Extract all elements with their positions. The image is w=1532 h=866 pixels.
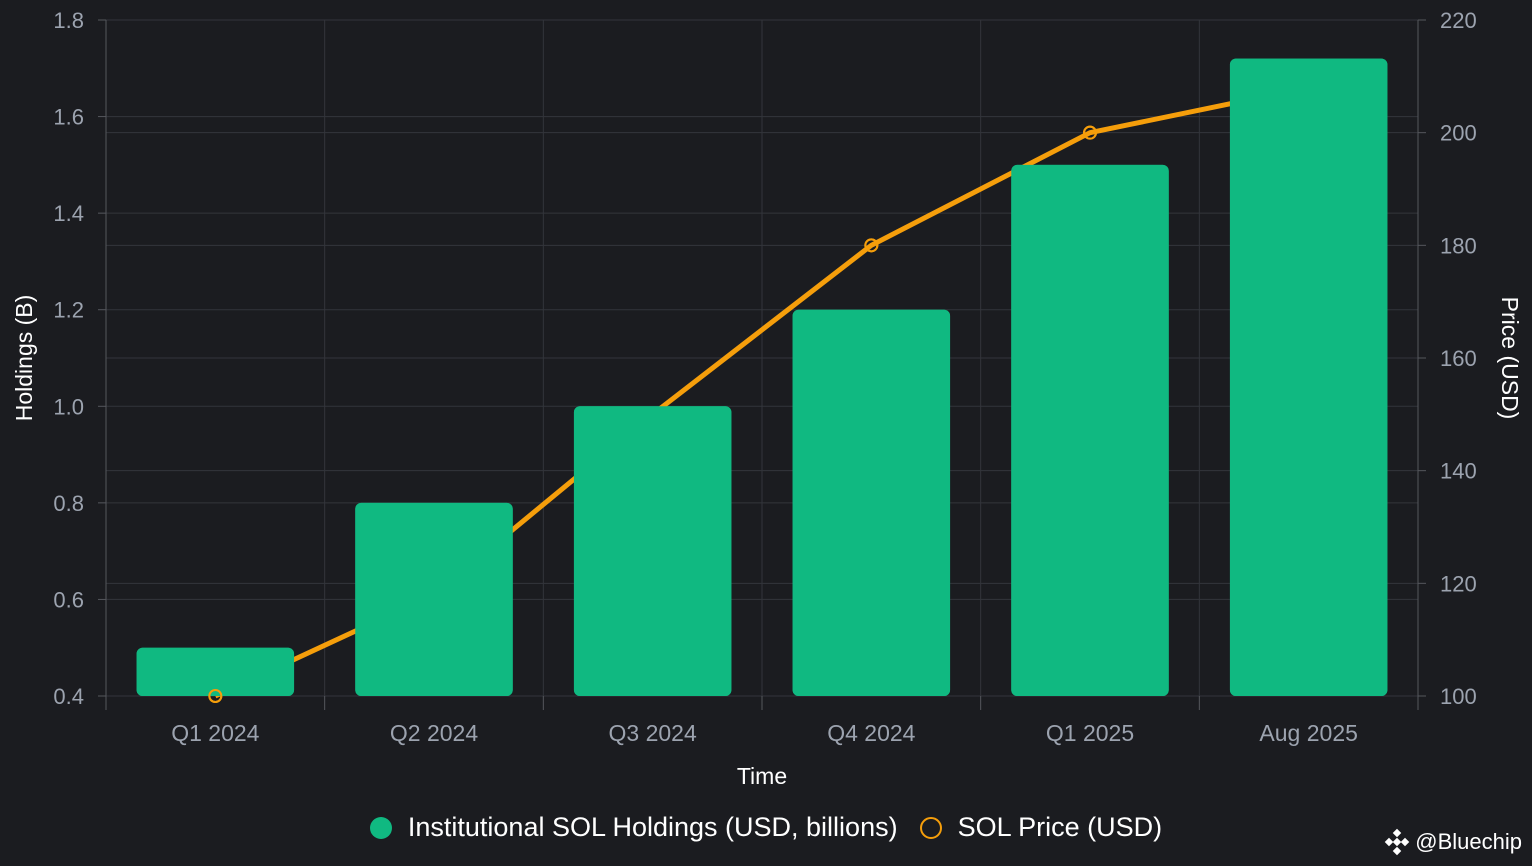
legend-swatch-line xyxy=(919,816,942,839)
legend-item-price[interactable]: SOL Price (USD) xyxy=(919,812,1163,843)
diamond-logo-icon xyxy=(1385,828,1410,856)
x-axis-title: Time xyxy=(737,763,787,789)
legend-label-price: SOL Price (USD) xyxy=(957,812,1163,842)
bar-overlay xyxy=(355,502,513,696)
watermark-text: @Bluechip xyxy=(1415,829,1522,854)
watermark: @Bluechip xyxy=(1383,828,1522,856)
legend-label-holdings: Institutional SOL Holdings (USD, billion… xyxy=(407,812,898,842)
combo-chart: 0.4 0.6 0.8 1.0 1.2 1.4 1.6 1.8 100 120 140 160 180 2… xyxy=(11,8,1523,789)
legend-item-holdings[interactable]: Institutional SOL Holdings (USD, billion… xyxy=(369,812,898,843)
bar-overlay xyxy=(1229,58,1388,697)
y2-tick-label: 180 xyxy=(1440,233,1477,258)
y-tick-label: 1.8 xyxy=(53,8,84,33)
y2-tick-label: 120 xyxy=(1440,571,1477,596)
y2-tick-label: 100 xyxy=(1440,684,1477,709)
y2-tick-label: 140 xyxy=(1440,459,1477,484)
y-tick-label: 1.2 xyxy=(53,298,84,323)
x-tick-label: Q1 2024 xyxy=(171,720,259,746)
y-axis-title: Holdings (B) xyxy=(11,295,37,422)
y2-axis-title: Price (USD) xyxy=(1497,297,1523,420)
x-tick-label: Q4 2024 xyxy=(827,720,915,746)
price-point-first xyxy=(208,689,223,703)
x-tick-label: Q3 2024 xyxy=(609,720,697,746)
x-tick-label: Q2 2024 xyxy=(390,720,478,746)
y-tick-label: 0.4 xyxy=(53,684,84,709)
bar-overlay xyxy=(1011,164,1169,696)
x-tick-label: Q1 2025 xyxy=(1046,720,1134,746)
y-tick-label: 0.8 xyxy=(53,491,84,516)
y-tick-label: 0.6 xyxy=(53,587,84,612)
price-point-top xyxy=(864,238,879,253)
bar-overlay xyxy=(573,406,732,696)
bar-overlay xyxy=(792,309,951,696)
y-tick-label: 1.4 xyxy=(53,201,84,226)
legend: Institutional SOL Holdings (USD, billion… xyxy=(0,812,1532,843)
y-tick-label: 1.6 xyxy=(53,105,84,130)
bar-overlay xyxy=(136,647,295,696)
y2-tick-label: 160 xyxy=(1440,346,1477,371)
y2-tick-label: 220 xyxy=(1440,8,1477,33)
x-tick-label: Aug 2025 xyxy=(1259,720,1357,746)
y2-tick-label: 200 xyxy=(1440,121,1477,146)
legend-swatch-bar xyxy=(369,816,392,839)
y-tick-label: 1.0 xyxy=(53,394,84,419)
price-point-top xyxy=(1083,125,1097,140)
